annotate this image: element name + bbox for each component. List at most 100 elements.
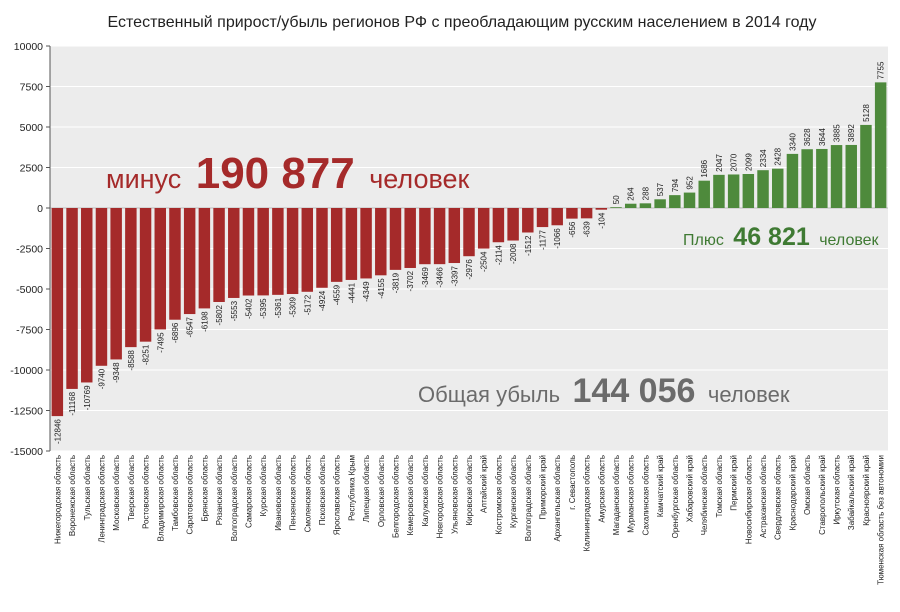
bar [81, 208, 93, 383]
bar [316, 208, 328, 288]
grid-lines [50, 45, 888, 452]
category-label: Камчатский край [656, 455, 665, 517]
category-label: Калужская область [421, 455, 430, 527]
value-label: -5395 [259, 298, 268, 319]
value-label: 2334 [759, 149, 768, 167]
bar [463, 208, 475, 257]
value-label: 50 [612, 195, 621, 204]
bar [566, 208, 578, 219]
value-label: -4349 [362, 281, 371, 302]
category-label: Алтайский край [480, 455, 489, 513]
value-label: -3702 [406, 270, 415, 291]
bar [95, 208, 108, 366]
value-label: -3466 [436, 267, 445, 288]
category-label: Белгородская область [391, 455, 400, 538]
value-label: -9348 [112, 362, 121, 383]
bar [874, 82, 887, 208]
bar [830, 145, 843, 208]
category-label: Тульская область [83, 455, 92, 520]
value-label: -11168 [68, 391, 77, 415]
category-label: Приморский край [539, 455, 548, 520]
y-tick-label: -7500 [16, 325, 43, 337]
bar [860, 124, 872, 208]
category-label: Пермский край [730, 455, 739, 511]
category-label: Костромская область [494, 455, 503, 534]
bar [669, 195, 681, 208]
value-label: 7755 [877, 61, 886, 79]
bar [595, 208, 608, 210]
category-label: Нижегородская область [53, 455, 62, 544]
value-label: -656 [568, 221, 577, 238]
category-label: Пензенская область [289, 455, 298, 530]
value-label: 3340 [788, 133, 797, 151]
value-label: 794 [671, 178, 680, 192]
category-label: Иркутская область [833, 455, 842, 525]
bar [360, 208, 372, 279]
value-label: -1512 [524, 235, 533, 256]
y-tick-label: 10000 [14, 41, 43, 53]
bar [433, 208, 446, 265]
value-label: 3628 [803, 128, 812, 146]
bar [772, 168, 784, 208]
bar [786, 153, 799, 208]
bar [492, 208, 505, 243]
category-label: Орловская область [377, 455, 386, 527]
bar [139, 208, 152, 342]
category-label: Воронежская область [68, 455, 77, 536]
category-label: Тамбовская область [171, 455, 180, 531]
value-label: -5802 [215, 304, 224, 325]
value-label: 3892 [847, 124, 856, 142]
value-label: 288 [641, 186, 650, 200]
category-label: Кировская область [465, 455, 474, 526]
value-label: -2008 [509, 243, 518, 264]
value-label: 2070 [730, 153, 739, 171]
bar [345, 208, 358, 280]
bar [639, 203, 652, 208]
bar [610, 207, 622, 208]
chart-title: Естественный прирост/убыль регионов РФ с… [108, 14, 817, 31]
y-tick-label: 2500 [20, 163, 44, 175]
value-label: -5402 [244, 298, 253, 319]
bar [713, 174, 725, 208]
category-label: Свердловская область [774, 455, 783, 540]
category-label: Ярославская область [333, 455, 342, 535]
value-label: -6547 [186, 317, 195, 338]
bar [154, 208, 166, 330]
y-tick-label: -2500 [16, 244, 43, 256]
value-label: -1066 [553, 228, 562, 249]
category-label: Рязанская область [215, 455, 224, 525]
value-label: 2428 [774, 147, 783, 165]
value-label: -1177 [539, 230, 548, 250]
category-label: Забайкальский край [847, 455, 856, 530]
y-tick-label: -10000 [10, 365, 43, 377]
annotation-plus-number: 46 821 [733, 223, 810, 251]
category-label: Тверская область [127, 455, 136, 521]
category-label: Калининградская область [583, 455, 592, 551]
category-label: Ростовская область [142, 455, 151, 529]
y-tick-label: 7500 [20, 82, 44, 94]
category-label: Волгоградская область [230, 455, 239, 541]
y-tick-label: -15000 [10, 446, 43, 458]
value-label: -2504 [480, 251, 489, 272]
annotation-total-number: 144 056 [573, 372, 696, 410]
annotation-total-suffix: человек [708, 382, 790, 407]
value-label: 2047 [715, 153, 724, 171]
value-label: -639 [583, 221, 592, 238]
bar [375, 208, 387, 276]
category-label: Красноярский край [862, 455, 871, 526]
value-label: -5309 [289, 296, 298, 317]
bar [228, 208, 240, 298]
value-label: -3469 [421, 267, 430, 288]
annotation-total-prefix: Общая убыль [418, 382, 560, 407]
value-label: 5128 [862, 104, 871, 122]
bar [242, 208, 255, 296]
y-tick-label: 0 [37, 203, 43, 215]
category-label: Магаданская область [612, 455, 621, 535]
value-label: -6198 [200, 311, 209, 332]
bar [801, 149, 813, 208]
annotation-plus: Плюс 46 821 человек [683, 223, 880, 251]
bar [698, 180, 710, 208]
category-label: Томская область [715, 455, 724, 518]
value-label: -4559 [333, 284, 342, 305]
